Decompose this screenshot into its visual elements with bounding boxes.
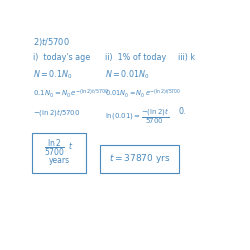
Text: i)  today's age: i) today's age [33,53,90,62]
Text: ii)  1% of today: ii) 1% of today [105,53,166,62]
Text: $\ln(0.01) = \dfrac{-(\ln 2)t}{5700}$: $\ln(0.01) = \dfrac{-(\ln 2)t}{5700}$ [105,107,169,126]
Text: $2)t/5700$: $2)t/5700$ [33,36,70,48]
Text: 0.: 0. [178,107,186,116]
Text: $0.01N_0 = N_0\, e^{-(\ln 2)t/5700}$: $0.01N_0 = N_0\, e^{-(\ln 2)t/5700}$ [105,88,181,100]
Text: $\dfrac{\ln 2}{5700}$  $t$: $\dfrac{\ln 2}{5700}$ $t$ [44,138,74,158]
Text: iii) k: iii) k [178,53,196,62]
Text: $-(\ln 2)t/5700$: $-(\ln 2)t/5700$ [33,107,80,118]
Text: years: years [49,156,70,165]
Text: $0.1N_0 = N_0\, e^{-(\ln 2)t/5700}$: $0.1N_0 = N_0\, e^{-(\ln 2)t/5700}$ [33,88,110,100]
Text: $N = 0.01N_0$: $N = 0.01N_0$ [105,68,150,81]
Text: $t = 37870$ yrs: $t = 37870$ yrs [109,152,170,166]
Text: $N = 0.1N_0$: $N = 0.1N_0$ [33,68,73,81]
